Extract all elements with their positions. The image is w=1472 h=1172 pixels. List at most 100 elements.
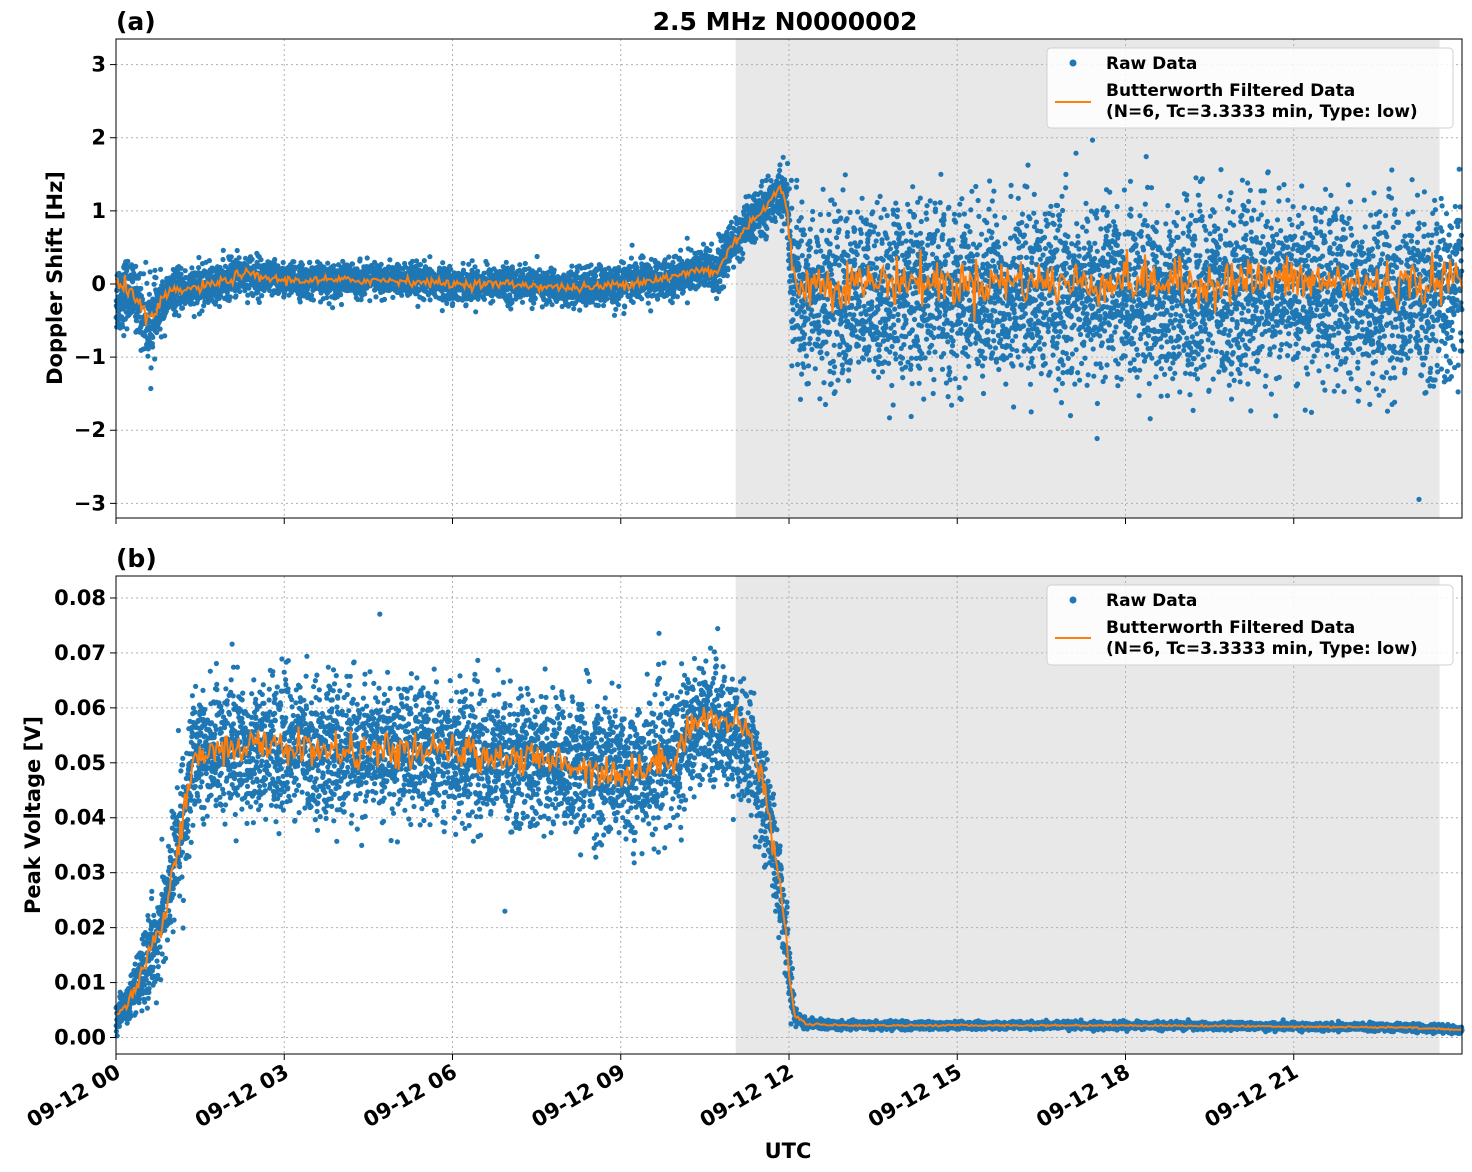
- raw-data-point: [534, 253, 540, 260]
- raw-data-point: [764, 225, 770, 232]
- raw-data-point: [349, 261, 356, 267]
- raw-data-point: [421, 258, 427, 264]
- raw-data-point: [325, 260, 331, 266]
- raw-data-point: [196, 254, 202, 261]
- raw-data-point: [721, 284, 727, 290]
- raw-data-point: [206, 258, 212, 264]
- raw-data-point: [819, 355, 825, 361]
- raw-data-point: [738, 246, 744, 252]
- raw-data-point: [818, 248, 824, 254]
- raw-data-point: [801, 346, 807, 352]
- raw-data-point: [851, 312, 857, 318]
- raw-data-point: [529, 305, 535, 312]
- raw-data-point: [622, 304, 628, 310]
- raw-data-point: [680, 289, 686, 295]
- raw-data-point: [852, 327, 858, 334]
- raw-data-point: [796, 264, 802, 270]
- raw-data-point: [390, 294, 396, 300]
- raw-data-point: [189, 265, 195, 271]
- raw-data-point: [844, 216, 850, 222]
- raw-data-point: [846, 367, 852, 373]
- raw-data-point: [842, 172, 848, 178]
- raw-data-point: [640, 254, 646, 260]
- raw-data-point: [815, 243, 821, 249]
- raw-data-point: [816, 312, 822, 318]
- raw-data-point: [234, 247, 240, 254]
- raw-data-point: [763, 234, 770, 240]
- raw-data-point: [125, 258, 131, 264]
- raw-data-point: [133, 263, 139, 269]
- raw-data-point: [280, 259, 286, 266]
- raw-data-point: [199, 308, 205, 314]
- raw-data-point: [798, 238, 805, 244]
- raw-data-point: [600, 302, 607, 309]
- raw-data-point: [129, 262, 135, 268]
- raw-data-point: [833, 235, 840, 241]
- raw-data-point: [628, 255, 635, 261]
- raw-data-point: [821, 380, 827, 386]
- raw-data-point: [593, 273, 599, 279]
- raw-data-point: [228, 254, 234, 260]
- raw-data-point: [160, 279, 166, 285]
- raw-data-point: [216, 303, 223, 310]
- raw-data-point: [838, 215, 844, 221]
- raw-data-point: [793, 184, 800, 190]
- raw-data-point: [648, 308, 654, 314]
- raw-data-point: [645, 300, 651, 306]
- raw-data-point: [157, 326, 163, 332]
- raw-data-point: [806, 253, 812, 259]
- raw-data-point: [259, 293, 265, 299]
- raw-data-point: [799, 371, 805, 377]
- raw-data-point: [373, 294, 379, 300]
- raw-data-point: [549, 302, 555, 308]
- raw-data-point: [792, 298, 798, 304]
- raw-data-point: [684, 300, 691, 306]
- raw-data-point: [387, 257, 393, 263]
- raw-data-point: [310, 297, 316, 303]
- raw-data-point: [810, 217, 816, 223]
- raw-data-point: [810, 208, 816, 215]
- raw-data-point: [670, 259, 676, 266]
- raw-data-point: [639, 296, 645, 302]
- raw-data-point: [831, 316, 837, 322]
- raw-data-point: [700, 241, 707, 247]
- raw-data-point: [829, 271, 835, 277]
- raw-data-point: [724, 273, 730, 279]
- raw-data-point: [805, 380, 812, 387]
- raw-data-point: [847, 209, 853, 215]
- raw-data-point: [196, 265, 202, 271]
- raw-data-point: [148, 365, 154, 371]
- raw-data-point: [173, 309, 179, 315]
- raw-data-point: [819, 267, 826, 273]
- raw-data-point: [427, 297, 433, 303]
- raw-data-point: [786, 186, 792, 192]
- raw-data-point: [812, 366, 818, 372]
- raw-data-point: [517, 262, 523, 268]
- raw-data-point: [571, 306, 577, 312]
- raw-data-point: [840, 187, 846, 193]
- raw-data-point: [827, 241, 833, 247]
- raw-data-point: [818, 349, 824, 355]
- raw-data-point: [331, 263, 337, 269]
- raw-data-point: [768, 178, 774, 184]
- raw-data-point: [146, 291, 152, 297]
- raw-data-point: [780, 154, 786, 160]
- raw-data-point: [450, 300, 456, 307]
- raw-data-point: [839, 362, 845, 368]
- raw-data-point: [794, 177, 800, 183]
- raw-data-point: [237, 288, 243, 295]
- raw-data-point: [116, 270, 122, 276]
- raw-data-point: [417, 262, 424, 268]
- raw-data-point: [717, 278, 723, 284]
- raw-data-point: [147, 269, 153, 275]
- raw-data-point: [469, 258, 475, 264]
- raw-data-point: [463, 302, 469, 308]
- raw-data-point: [220, 247, 226, 253]
- raw-data-point: [709, 241, 715, 247]
- raw-data-point: [233, 293, 239, 299]
- raw-data-point: [440, 260, 446, 266]
- raw-data-point: [124, 326, 130, 332]
- raw-data-point: [574, 268, 580, 274]
- raw-data-point: [827, 249, 833, 255]
